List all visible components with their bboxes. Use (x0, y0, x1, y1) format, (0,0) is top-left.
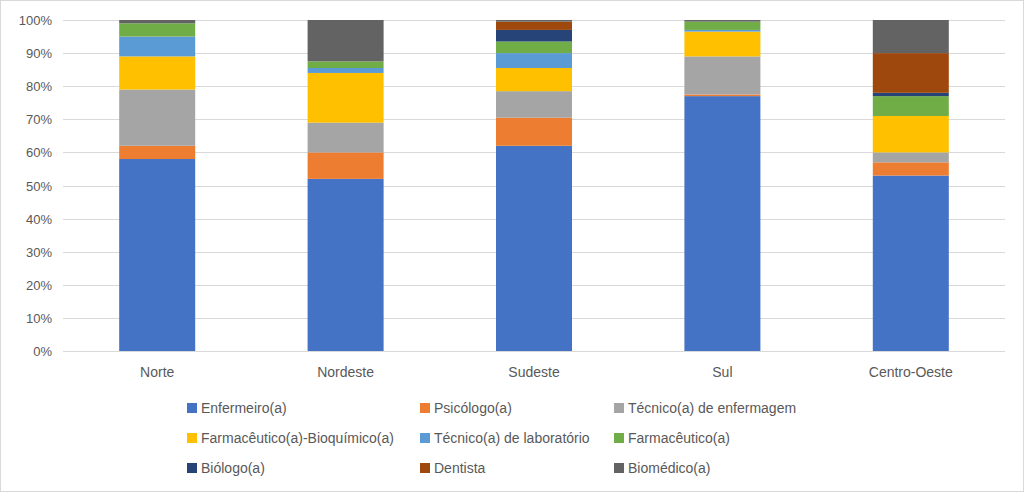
bar-segment (496, 146, 572, 351)
bar-segment (308, 179, 384, 351)
legend-label: Enfermeiro(a) (201, 400, 287, 416)
bar-segment (308, 61, 384, 68)
legend-label: Farmacêutico(a) (628, 430, 730, 446)
bar-segment (873, 176, 949, 351)
bar-segment (119, 90, 195, 146)
grid-line (63, 20, 1005, 21)
bar-segment (684, 20, 760, 22)
bar-segment (873, 96, 949, 116)
legend-label: Técnico(a) de enfermagem (628, 400, 796, 416)
y-tick-label: 40% (26, 212, 52, 227)
bar-segment (873, 20, 949, 53)
bar-segment (119, 146, 195, 159)
chart: 0% 10% 20% 30% 40% 50% 60% 70% 80% 90% 100% Norte No… (0, 0, 1024, 492)
bar-segment (308, 73, 384, 123)
x-tick-label: Nordeste (317, 364, 374, 380)
bar-segment (119, 23, 195, 36)
bar-segment (873, 162, 949, 175)
x-axis (63, 351, 1005, 352)
bar-segment (119, 20, 195, 23)
bar-segment (496, 118, 572, 146)
legend-swatch (187, 403, 197, 413)
legend-label: Técnico(a) de laboratório (434, 430, 590, 446)
y-tick-label: 10% (26, 311, 52, 326)
x-tick-label: Centro-Oeste (869, 364, 953, 380)
y-tick-label: 70% (26, 112, 52, 127)
bar-segment (873, 93, 949, 96)
bar-segment (308, 123, 384, 153)
legend-label: Dentista (434, 460, 486, 476)
bar-segment (684, 56, 760, 94)
legend-swatch (420, 403, 430, 413)
bar-segment (308, 68, 384, 73)
y-tick-label: 90% (26, 46, 52, 61)
bar-segment (496, 68, 572, 91)
y-tick-label: 100% (19, 13, 53, 28)
bar-segment (496, 30, 572, 42)
bar-segment (684, 22, 760, 30)
y-tick-label: 30% (26, 245, 52, 260)
legend-swatch (420, 463, 430, 473)
x-tick-label: Norte (140, 364, 174, 380)
chart-border (1, 1, 1024, 492)
y-tick-label: 80% (26, 79, 52, 94)
legend-label: Psicólogo(a) (434, 400, 512, 416)
y-tick-label: 0% (33, 344, 52, 359)
bar-segment (496, 20, 572, 22)
legend-swatch (187, 433, 197, 443)
legend-swatch (614, 403, 624, 413)
bars (119, 20, 949, 351)
bar-segment (119, 37, 195, 57)
y-tick-label: 60% (26, 145, 52, 160)
bar-segment (684, 32, 760, 57)
bar-segment (684, 94, 760, 96)
bar-segment (496, 22, 572, 30)
bar-segment (308, 152, 384, 178)
legend-swatch (614, 433, 624, 443)
legend-swatch (420, 433, 430, 443)
bar-segment (496, 42, 572, 54)
bar-segment (684, 30, 760, 32)
bar-segment (496, 91, 572, 117)
bar-segment (496, 53, 572, 68)
y-tick-label: 20% (26, 278, 52, 293)
bar-segment (308, 20, 384, 61)
bar-segment (873, 116, 949, 152)
bar-segment (119, 159, 195, 351)
legend-label: Biomédico(a) (628, 460, 710, 476)
x-tick-label: Sudeste (508, 364, 560, 380)
bar-segment (873, 53, 949, 93)
legend-label: Farmacêutico(a)-Bioquímico(a) (201, 430, 394, 446)
y-tick-label: 50% (26, 179, 52, 194)
bar-segment (119, 56, 195, 89)
bar-segment (873, 152, 949, 162)
legend-label: Biólogo(a) (201, 460, 265, 476)
legend-swatch (187, 463, 197, 473)
x-tick-label: Sul (712, 364, 732, 380)
legend-swatch (614, 463, 624, 473)
bar-segment (684, 96, 760, 351)
grid-line (63, 351, 1005, 352)
